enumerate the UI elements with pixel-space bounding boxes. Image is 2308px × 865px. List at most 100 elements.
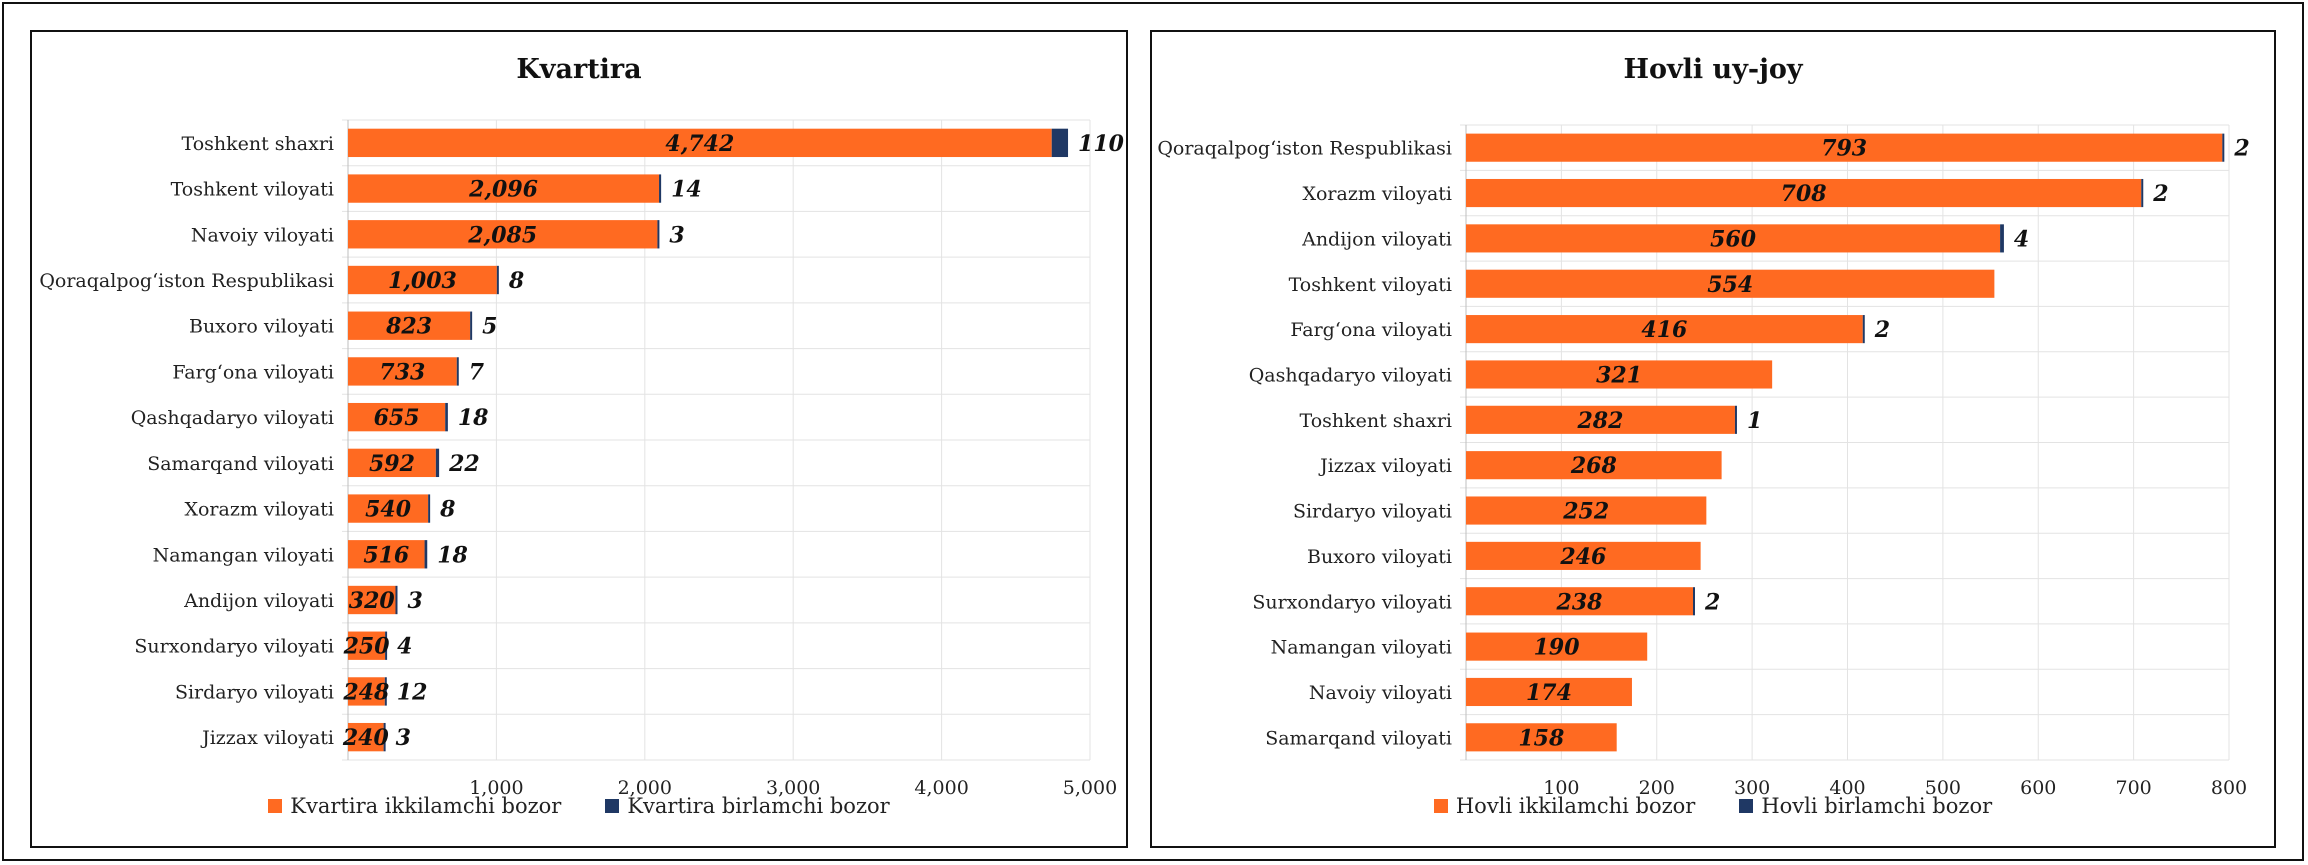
data-label-secondary: 158 [1518, 725, 1564, 751]
category-label: Toshkent shaxri [182, 133, 334, 155]
bar-secondary-market [1466, 632, 1648, 661]
x-tick-label: 1,000 [469, 777, 523, 799]
bar-primary-market [395, 585, 398, 615]
legend-item-primary: Hovli birlamchi bozor [1739, 794, 1992, 818]
data-label-primary: 3 [396, 725, 411, 751]
category-label: Andijon viloyati [1301, 228, 1452, 250]
chart-title: Hovli uy-joy [1623, 54, 1803, 85]
legend-swatch-primary [605, 799, 620, 813]
data-label-primary: 8 [439, 497, 455, 523]
data-label-secondary: 793 [1821, 136, 1867, 162]
data-label-secondary: 248 [342, 679, 389, 705]
x-tick-label: 500 [1925, 777, 1961, 799]
bar-primary-market [435, 448, 440, 478]
bar-primary-market [470, 311, 473, 340]
category-label: Toshkent viloyati [1289, 274, 1452, 296]
bar-secondary-market [1466, 224, 2001, 253]
data-label-primary: 18 [458, 405, 489, 431]
data-label-secondary: 320 [349, 588, 396, 614]
bar-primary-market [385, 631, 388, 660]
category-label: Qoraqalpog‘iston Respublikasi [39, 270, 334, 292]
bar-secondary-market [348, 677, 385, 706]
bar-secondary-market [1466, 451, 1722, 480]
bar-secondary-market [348, 220, 658, 249]
data-label-secondary: 240 [342, 725, 390, 751]
category-label: Sirdaryo viloyati [1293, 501, 1452, 523]
bar-secondary-market [348, 265, 497, 295]
category-label: Buxoro viloyati [1307, 546, 1452, 568]
bar-secondary-market [348, 448, 436, 478]
category-label: Samarqand viloyati [1265, 727, 1452, 749]
chart-legend: Hovli ikkilamchi bozor Hovli birlamchi b… [1152, 794, 2274, 818]
bar-secondary-market [1466, 677, 1632, 707]
data-label-secondary: 416 [1641, 317, 1687, 343]
data-label-primary: 5 [482, 314, 497, 340]
bar-secondary-market [1466, 587, 1693, 616]
data-label-secondary: 516 [363, 542, 409, 568]
x-tick-label: 600 [2020, 777, 2056, 799]
category-label: Namangan viloyati [153, 544, 334, 566]
category-label: Qashqadaryo viloyati [131, 407, 334, 429]
bar-secondary-market [348, 494, 429, 523]
bar-primary-market [424, 540, 428, 569]
bar-secondary-market [348, 722, 384, 752]
data-label-secondary: 321 [1596, 362, 1642, 388]
x-tick-label: 2,000 [618, 777, 672, 799]
data-label-secondary: 252 [1562, 499, 1609, 525]
data-label-primary: 2 [2233, 136, 2249, 162]
bar-secondary-market [348, 311, 471, 340]
data-label-secondary: 554 [1707, 272, 1753, 298]
kvartira-chart-panel: Kvartira Toshkent shaxri 4,742 110 Toshkent… [30, 30, 1128, 848]
category-label: Surxondaryo viloyati [1252, 591, 1452, 613]
data-label-secondary: 268 [1570, 453, 1617, 479]
bar-secondary-market [1466, 178, 2142, 208]
data-label-primary: 18 [437, 542, 468, 568]
category-label: Qoraqalpog‘iston Respublikasi [1157, 138, 1452, 160]
bar-secondary-market [1466, 541, 1701, 570]
legend-item-secondary: Kvartira ikkilamchi bozor [268, 794, 561, 818]
data-label-secondary: 282 [1577, 408, 1624, 434]
legend-item-secondary: Hovli ikkilamchi bozor [1433, 794, 1695, 818]
data-label-primary: 1 [1747, 408, 1762, 434]
data-label-secondary: 238 [1556, 589, 1603, 615]
data-label-secondary: 250 [343, 634, 391, 660]
category-label: Namangan viloyati [1271, 637, 1452, 659]
x-tick-label: 4,000 [914, 777, 968, 799]
x-tick-label: 5,000 [1063, 777, 1117, 799]
data-label-secondary: 823 [385, 314, 432, 340]
bar-primary-market [2222, 133, 2225, 162]
bar-secondary-market [1466, 133, 2223, 162]
x-tick-label: 200 [1639, 777, 1675, 799]
bar-primary-market [383, 722, 386, 752]
data-label-secondary: 708 [1781, 181, 1827, 207]
category-label: Jizzax viloyati [200, 727, 334, 749]
bar-primary-market [2141, 178, 2144, 208]
x-tick-label: 700 [2115, 777, 2151, 799]
bar-secondary-market [1466, 405, 1735, 434]
legend-item-primary: Kvartira birlamchi bozor [605, 794, 890, 818]
x-tick-label: 300 [1734, 777, 1770, 799]
data-label-primary: 2 [1704, 589, 1720, 615]
data-label-primary: 22 [448, 451, 480, 477]
category-label: Sirdaryo viloyati [175, 681, 334, 703]
category-label: Qashqadaryo viloyati [1249, 364, 1452, 386]
bar-secondary-market [348, 174, 660, 203]
data-label-primary: 4 [2014, 226, 2029, 252]
legend-label: Kvartira birlamchi bozor [627, 794, 890, 818]
data-label-secondary: 2,085 [467, 222, 537, 248]
legend-label: Kvartira ikkilamchi bozor [290, 794, 562, 818]
hovli-bar-chart: Qoraqalpog‘iston Respublikasi 793 2 Xorazm … [1157, 124, 2250, 799]
bar-primary-market [657, 220, 660, 249]
data-label-secondary: 560 [1710, 226, 1757, 252]
data-label-secondary: 1,003 [388, 268, 457, 294]
bar-secondary-market [1466, 723, 1617, 752]
bar-secondary-market [348, 402, 446, 432]
x-tick-label: 400 [1829, 777, 1865, 799]
bar-primary-market [1862, 315, 1865, 344]
data-label-secondary: 655 [374, 405, 420, 431]
data-label-primary: 4 [397, 634, 412, 660]
bar-primary-market [428, 494, 431, 523]
legend-swatch-secondary [268, 799, 283, 813]
bar-primary-market [445, 402, 448, 432]
